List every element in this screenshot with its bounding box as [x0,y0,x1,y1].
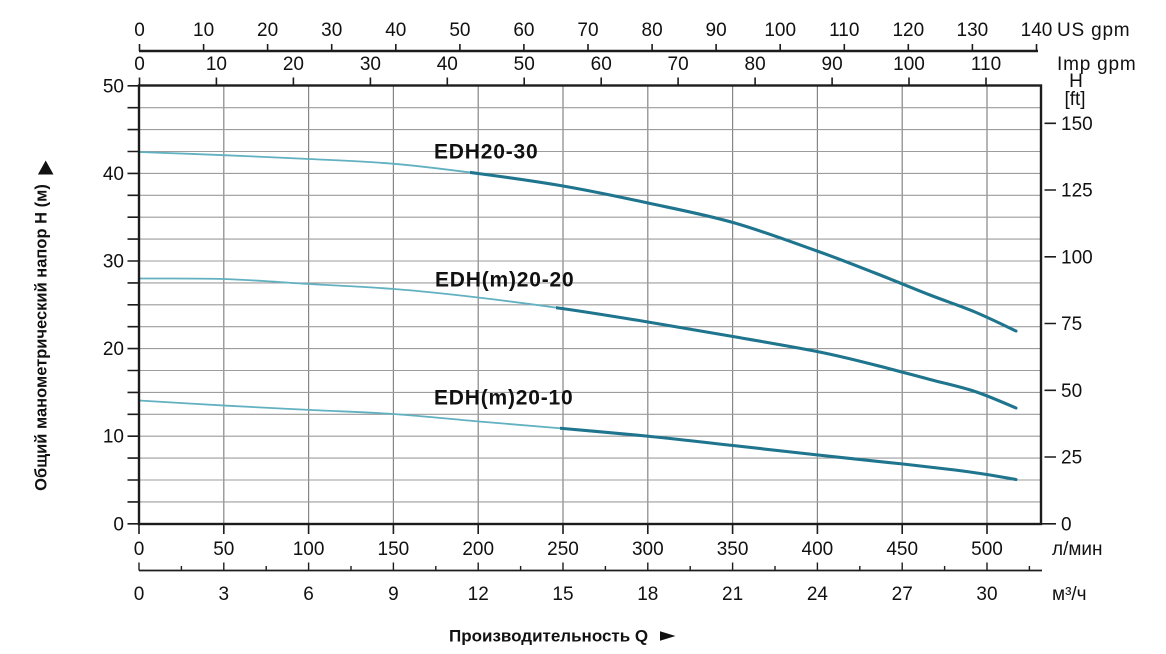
svg-text:120: 120 [892,20,924,41]
svg-text:250: 250 [547,539,579,560]
svg-text:10: 10 [193,20,214,41]
svg-text:Общий манометрический напор Н: Общий манометрический напор Н (м) [33,184,51,491]
svg-text:100: 100 [764,20,796,41]
svg-text:EDH(m)20-20: EDH(m)20-20 [435,269,575,292]
svg-text:Производительность Q: Производительность Q [449,627,648,646]
svg-text:0: 0 [134,20,145,41]
svg-text:100: 100 [1061,247,1093,268]
svg-text:30: 30 [321,20,342,41]
svg-text:20: 20 [257,20,278,41]
svg-text:0: 0 [1061,514,1072,535]
svg-text:10: 10 [103,427,124,448]
svg-text:100: 100 [293,539,325,560]
svg-text:400: 400 [802,539,834,560]
svg-text:50: 50 [213,539,234,560]
svg-text:70: 70 [577,20,598,41]
svg-text:450: 450 [886,539,918,560]
svg-text:15: 15 [552,584,573,605]
svg-text:90: 90 [706,20,727,41]
svg-text:27: 27 [892,584,913,605]
svg-text:6: 6 [303,584,314,605]
svg-text:40: 40 [385,20,406,41]
svg-text:24: 24 [807,584,829,605]
svg-text:21: 21 [722,584,743,605]
svg-text:30: 30 [360,54,381,75]
svg-text:EDH20-30: EDH20-30 [434,141,538,164]
svg-text:0: 0 [113,514,124,535]
svg-text:150: 150 [1061,114,1093,135]
svg-text:м³/ч: м³/ч [1052,584,1087,605]
svg-text:300: 300 [632,539,664,560]
svg-text:20: 20 [103,339,124,360]
svg-text:140: 140 [1021,20,1053,41]
svg-text:12: 12 [468,584,489,605]
svg-text:10: 10 [206,54,227,75]
svg-text:3: 3 [219,584,230,605]
svg-text:80: 80 [745,54,766,75]
svg-text:50: 50 [103,76,124,97]
svg-text:75: 75 [1061,314,1082,335]
svg-text:US gpm: US gpm [1057,20,1130,41]
svg-text:70: 70 [668,54,689,75]
svg-text:60: 60 [591,54,612,75]
svg-text:30: 30 [103,252,124,273]
svg-text:40: 40 [437,54,458,75]
svg-text:40: 40 [103,164,124,185]
svg-text:18: 18 [637,584,658,605]
svg-text:0: 0 [134,584,145,605]
svg-text:20: 20 [283,54,304,75]
svg-text:500: 500 [971,539,1003,560]
svg-text:EDH(m)20-10: EDH(m)20-10 [434,387,574,410]
svg-text:H: H [1069,71,1083,92]
svg-text:0: 0 [134,54,145,75]
svg-text:30: 30 [976,584,997,605]
svg-text:100: 100 [893,54,925,75]
svg-text:130: 130 [957,20,989,41]
svg-text:125: 125 [1061,181,1093,202]
svg-text:[ft]: [ft] [1064,89,1085,110]
svg-text:л/мин: л/мин [1052,539,1103,560]
svg-text:110: 110 [829,20,859,41]
svg-text:80: 80 [642,20,663,41]
svg-text:9: 9 [388,584,399,605]
svg-text:200: 200 [462,539,494,560]
svg-text:110: 110 [971,54,1001,75]
svg-text:60: 60 [513,20,534,41]
svg-text:0: 0 [134,539,145,560]
svg-text:50: 50 [1061,381,1082,402]
svg-text:Imp gpm: Imp gpm [1057,54,1137,75]
svg-text:50: 50 [514,54,535,75]
svg-text:90: 90 [822,54,843,75]
svg-text:50: 50 [449,20,470,41]
svg-text:350: 350 [717,539,749,560]
svg-text:25: 25 [1061,448,1082,469]
svg-text:150: 150 [378,539,410,560]
